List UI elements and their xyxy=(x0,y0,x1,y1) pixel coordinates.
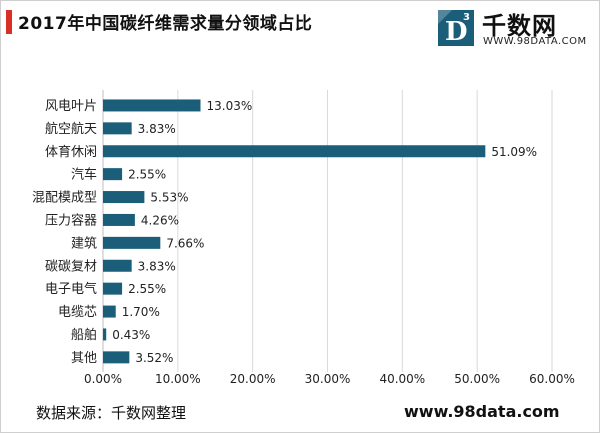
data-source: 数据来源：千数网整理 xyxy=(36,404,187,422)
category-label: 其他 xyxy=(71,351,97,366)
bar xyxy=(103,99,201,112)
x-tick-label: 40.00% xyxy=(379,372,425,386)
bar xyxy=(103,168,123,181)
bar xyxy=(103,351,130,364)
category-label: 电缆芯 xyxy=(58,304,97,320)
logo-url: WWW.98DATA.COM xyxy=(483,36,587,47)
data-label: 7.66% xyxy=(166,236,204,250)
brand-logo: D 3 千数网 WWW.98DATA.COM xyxy=(438,6,592,52)
x-tick-label: 60.00% xyxy=(529,372,575,386)
category-label: 建筑 xyxy=(71,235,97,251)
bar xyxy=(103,282,123,295)
data-label: 3.83% xyxy=(138,259,176,273)
logo-superscript: 3 xyxy=(463,12,470,23)
x-tick-label: 30.00% xyxy=(305,372,351,386)
data-label: 2.55% xyxy=(128,282,166,296)
x-tick-label: 50.00% xyxy=(454,372,500,386)
category-label: 碳碳复材 xyxy=(45,259,97,274)
data-label: 5.53% xyxy=(150,191,188,205)
x-tick-label: 10.00% xyxy=(155,372,201,386)
x-tick-label: 0.00% xyxy=(84,372,122,386)
category-label: 混配模成型 xyxy=(32,191,97,206)
bar xyxy=(103,145,486,158)
data-label: 3.52% xyxy=(135,351,173,365)
bar xyxy=(103,191,145,204)
data-label: 0.43% xyxy=(112,328,150,342)
bar xyxy=(103,122,132,135)
logo-name: 千数网 xyxy=(482,12,557,40)
category-label: 体育休闲 xyxy=(45,144,97,160)
category-label: 压力容器 xyxy=(45,212,97,228)
category-label: 航空航天 xyxy=(45,121,97,137)
bar xyxy=(103,305,116,318)
category-label: 汽车 xyxy=(71,167,97,183)
title-accent-bar xyxy=(6,10,12,34)
bar xyxy=(103,259,132,272)
data-label: 1.70% xyxy=(122,305,160,319)
data-label: 2.55% xyxy=(128,168,166,182)
x-tick-label: 20.00% xyxy=(230,372,276,386)
category-label: 船舶 xyxy=(71,327,97,343)
bar xyxy=(103,213,135,226)
website-url: www.98data.com xyxy=(404,402,560,421)
data-label: 13.03% xyxy=(207,99,253,113)
category-label: 电子电气 xyxy=(45,281,97,297)
category-label: 风电叶片 xyxy=(45,99,97,114)
data-label: 51.09% xyxy=(491,145,537,159)
d3-logo-icon: D 3 xyxy=(438,10,474,47)
data-label: 3.83% xyxy=(138,122,176,136)
chart-title: 2017年中国碳纤维需求量分领域占比 xyxy=(18,14,313,34)
logo-letter: D xyxy=(445,17,468,47)
data-label: 4.26% xyxy=(141,213,179,227)
bar xyxy=(103,236,161,249)
bar xyxy=(103,328,107,341)
